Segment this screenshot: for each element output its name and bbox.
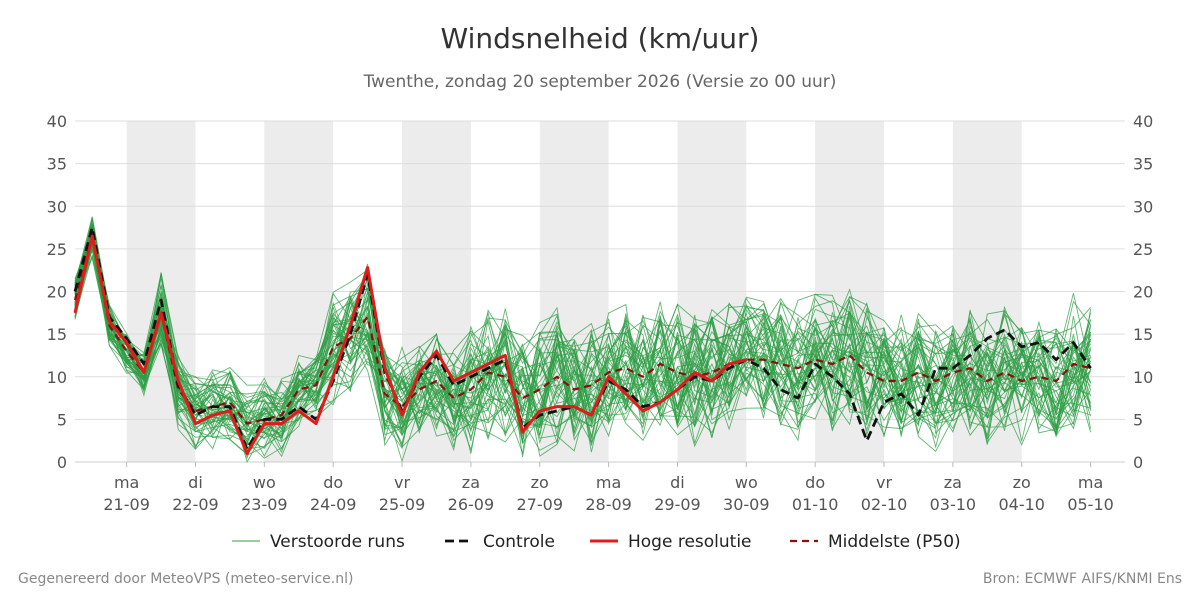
y-tick-label: 40 — [1133, 112, 1153, 131]
legend-label-high_res: Hoge resolutie — [628, 532, 752, 552]
x-tick-date: 23-09 — [241, 495, 288, 514]
x-tick-date: 29-09 — [654, 495, 701, 514]
x-tick-day: wo — [735, 473, 758, 492]
legend-label-ensemble: Verstoorde runs — [270, 532, 405, 552]
ensemble-run-line — [74, 228, 1091, 421]
y-tick-label: 25 — [47, 240, 67, 259]
ensemble-run-line — [74, 219, 1092, 441]
x-tick-day: do — [323, 473, 343, 492]
y-tick-label: 30 — [47, 197, 67, 216]
y-tick-label: 25 — [1133, 240, 1153, 259]
y-tick-label: 5 — [57, 410, 67, 429]
x-tick-date: 21-09 — [103, 495, 150, 514]
ensemble-run-line — [74, 239, 1091, 446]
y-tick-label: 30 — [1133, 197, 1153, 216]
x-tick-date: 04-10 — [998, 495, 1045, 514]
ensemble-run-line — [74, 242, 1092, 463]
ensemble-run-line — [74, 242, 1091, 453]
x-tick-day: ma — [596, 473, 621, 492]
x-tick-day: vr — [394, 473, 410, 492]
y-tick-label: 5 — [1133, 410, 1143, 429]
legend-label-median: Middelste (P50) — [828, 532, 961, 552]
x-tick-day: ma — [1078, 473, 1103, 492]
ensemble-run-line — [74, 225, 1092, 433]
legend: Verstoorde runs Controle Hoge resolutie Mid… — [232, 532, 961, 552]
x-tick-day: vr — [876, 473, 892, 492]
footer-source: Bron: ECMWF AIFS/KNMI Ens — [982, 571, 1182, 587]
ensemble-run-line — [74, 235, 1091, 455]
x-tick-day: zo — [1013, 473, 1031, 492]
x-tick-date: 28-09 — [585, 495, 632, 514]
x-tick-date: 22-09 — [172, 495, 219, 514]
x-tick-date: 26-09 — [448, 495, 495, 514]
x-tick-day: di — [670, 473, 685, 492]
y-tick-label: 15 — [47, 325, 67, 344]
y-tick-label: 10 — [47, 368, 67, 387]
x-tick-day: zo — [531, 473, 549, 492]
ensemble-run-line — [74, 242, 1091, 430]
y-tick-label: 20 — [47, 283, 67, 302]
chart-title: Windsnelheid (km/uur) — [440, 22, 760, 55]
y-tick-label: 35 — [1133, 155, 1153, 174]
x-tick-date: 03-10 — [930, 495, 977, 514]
ensemble-run-line — [74, 223, 1091, 449]
y-tick-label: 0 — [1133, 453, 1143, 472]
main-series — [73, 226, 1092, 455]
gridlines — [75, 120, 1125, 463]
x-tick-day: za — [944, 473, 962, 492]
y-tick-label: 40 — [47, 112, 67, 131]
y-tick-label: 0 — [57, 453, 67, 472]
y-tick-label: 35 — [47, 155, 67, 174]
y-axis-left: 0 5 10 15 20 25 30 35 40 — [47, 112, 67, 472]
x-tick-date: 30-09 — [723, 495, 770, 514]
high_res-line — [73, 234, 747, 455]
x-tick-day: ma — [114, 473, 139, 492]
ensemble-run-line — [74, 223, 1092, 436]
x-tick-date: 02-10 — [861, 495, 908, 514]
x-tick-day: di — [188, 473, 203, 492]
x-tick-date: 24-09 — [310, 495, 357, 514]
x-tick-day: za — [462, 473, 480, 492]
x-tick-day: wo — [253, 473, 276, 492]
x-tick-date: 27-09 — [517, 495, 564, 514]
x-tick-date: 05-10 — [1067, 495, 1114, 514]
y-axis-right: 0 5 10 15 20 25 30 35 40 — [1133, 112, 1153, 472]
y-tick-label: 20 — [1133, 283, 1153, 302]
y-tick-label: 15 — [1133, 325, 1153, 344]
y-tick-label: 10 — [1133, 368, 1153, 387]
x-axis: ma 21-09 di 22-09 wo 23-09 do 24-09 vr 25-09 za 26-… — [103, 462, 1114, 514]
chart-subtitle: Twenthe, zondag 20 september 2026 (Versi… — [363, 72, 837, 92]
ensemble-run-line — [74, 243, 1091, 415]
footer-generator: Gegenereerd door MeteoVPS (meteo-service… — [18, 571, 354, 587]
x-tick-date: 01-10 — [792, 495, 839, 514]
x-tick-day: do — [805, 473, 825, 492]
x-tick-date: 25-09 — [379, 495, 426, 514]
ensemble-run-line — [74, 241, 1092, 450]
ensemble-run-line — [74, 231, 1092, 458]
legend-label-control: Controle — [483, 532, 555, 552]
